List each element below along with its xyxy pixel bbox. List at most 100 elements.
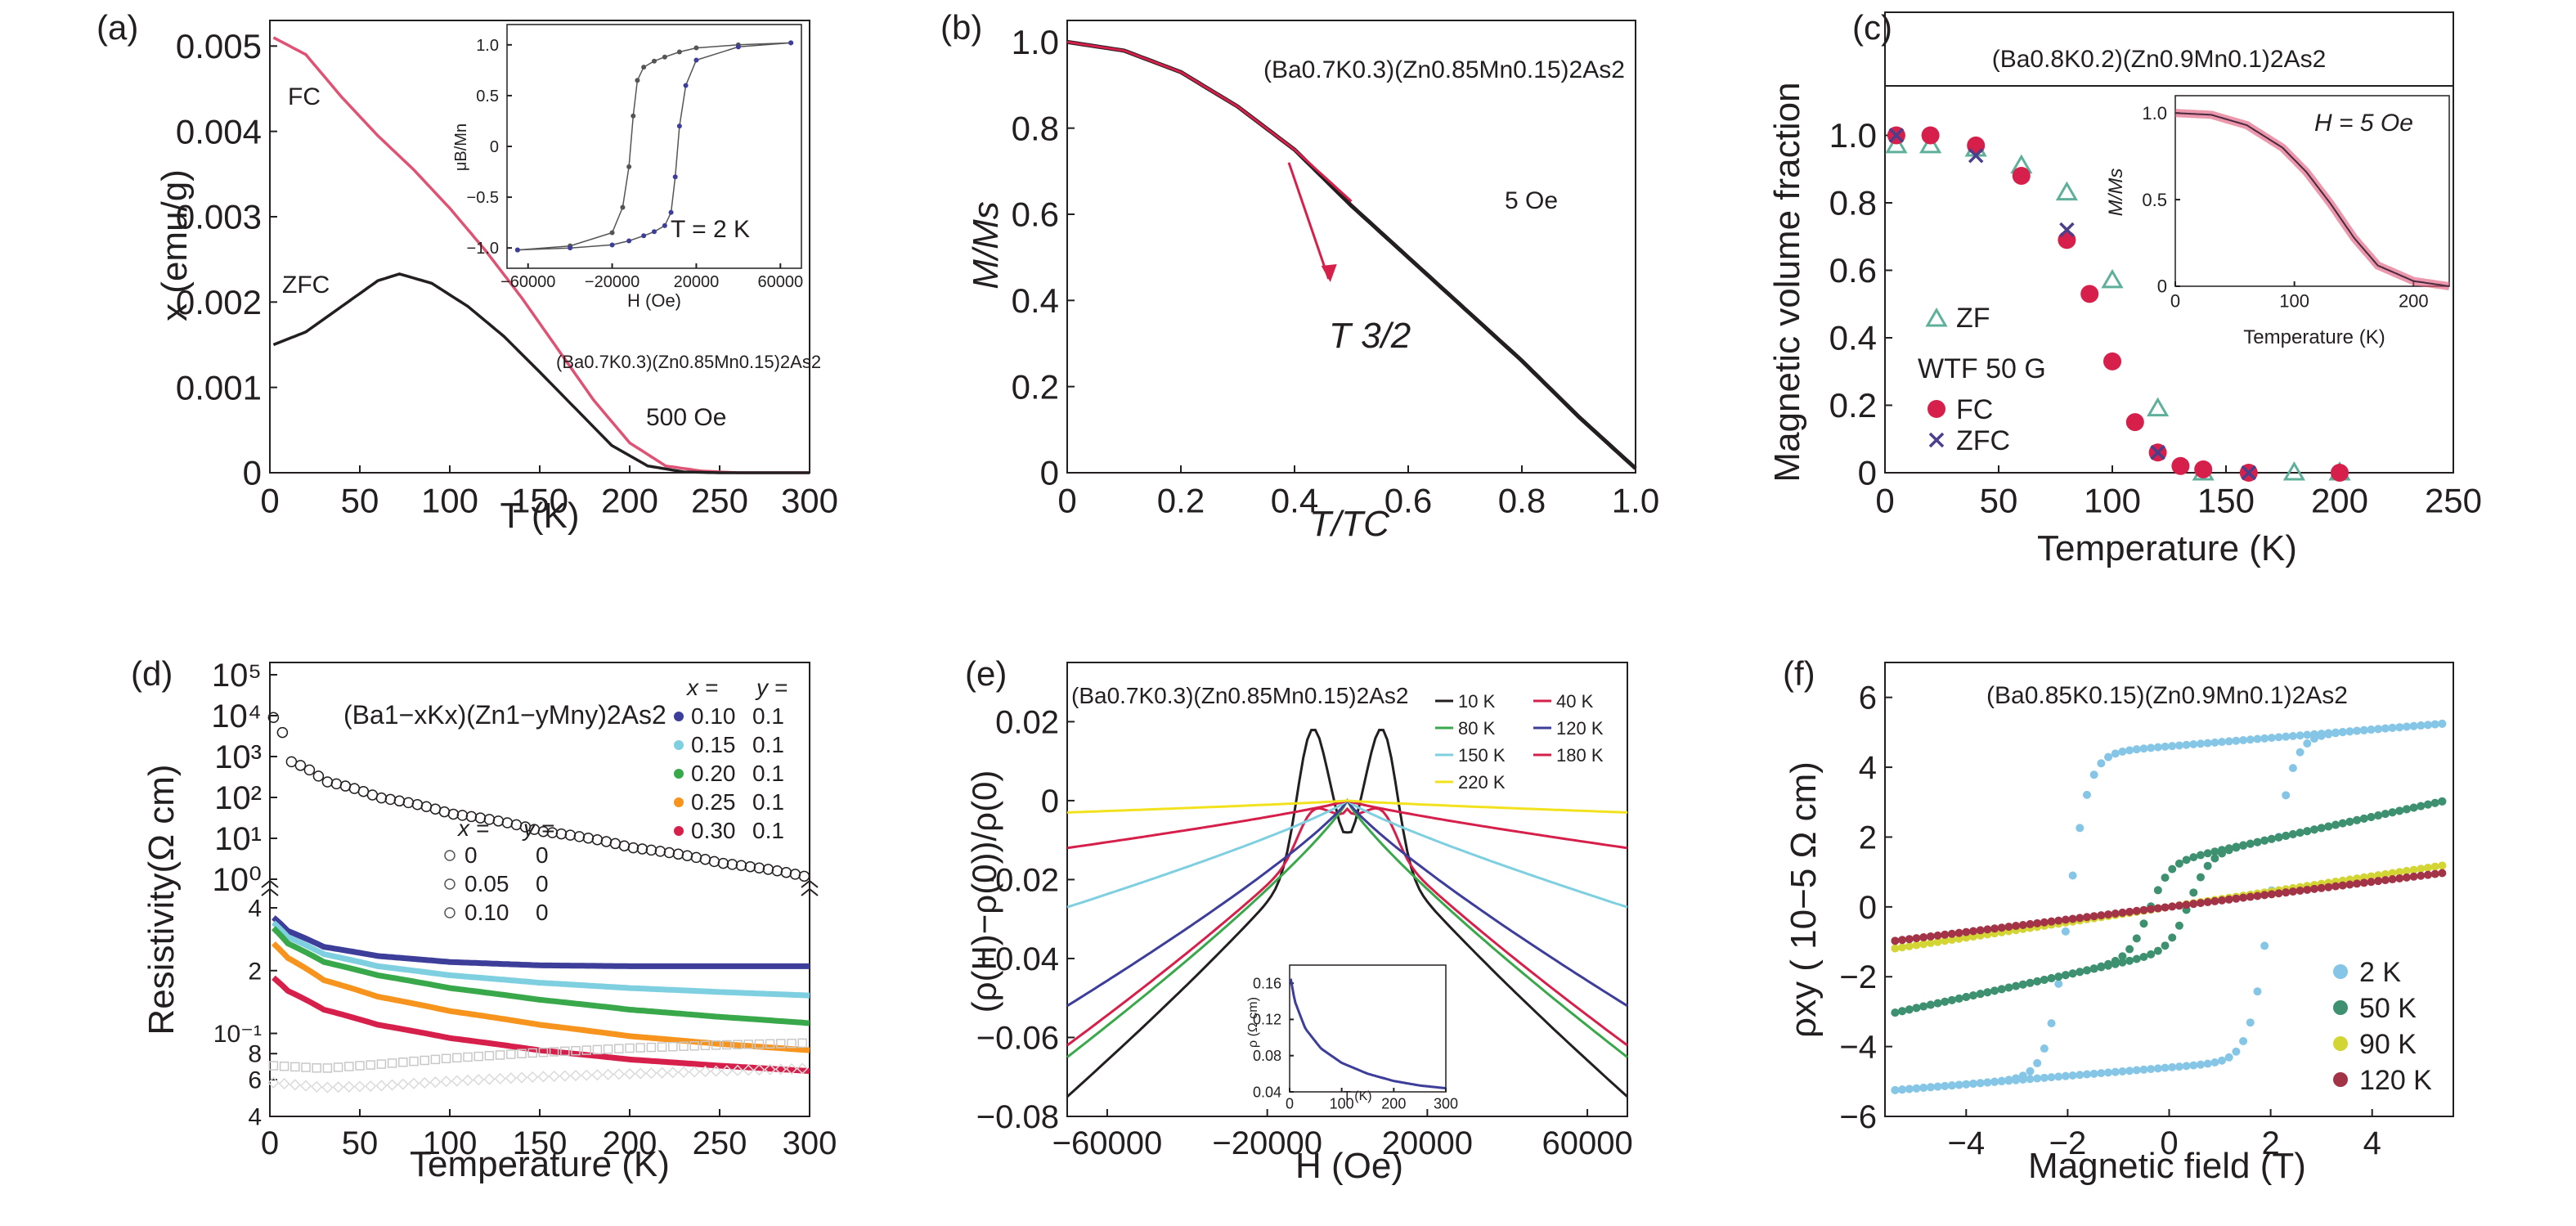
panel-d-xtick-label: 150	[513, 1125, 568, 1161]
point-x=0.10, y=0	[548, 1070, 560, 1082]
point-2-K	[2082, 790, 2091, 799]
panel-c-ytick-label: 0	[1858, 454, 1877, 492]
point-120-K	[2054, 916, 2063, 925]
point-2-K	[2303, 730, 2312, 739]
point-x=0, y=0	[393, 795, 406, 807]
legend-header-x2: x =	[456, 815, 489, 841]
panel-d-ytick-lower-label: 8	[248, 1041, 262, 1068]
point-2-K	[2089, 770, 2098, 779]
legend-y-value: 0	[536, 842, 549, 868]
point-x=0.10, y=0	[677, 1066, 690, 1078]
point-50-K	[1891, 1008, 1900, 1017]
point-2-K	[2104, 1068, 2113, 1077]
point-x=0, y=0	[546, 827, 559, 838]
point-x=0.05, y=0	[409, 1056, 419, 1067]
point-2-K	[1933, 1082, 1942, 1091]
point-x=0, y=0	[276, 726, 289, 739]
point-2-K	[2246, 1018, 2255, 1027]
point-50-K	[2367, 812, 2376, 821]
legend-x-value: 0.30	[691, 818, 736, 843]
point-120-K	[1912, 934, 1921, 943]
point-120-K	[2189, 900, 2198, 909]
legend-y-value: 0.1	[752, 703, 784, 729]
panel-c-title: (Ba0.8K0.2)(Zn0.9Mn0.1)2As2	[1992, 46, 2327, 73]
point-120-K	[2331, 882, 2340, 891]
panel-c-inset-annotation: H = 5 Oe	[2314, 110, 2413, 137]
legend-header-y: y =	[755, 675, 788, 700]
panel-b-axes	[1066, 20, 1636, 474]
point-x=0.10, y=0	[332, 1081, 344, 1094]
legend-marker-120-K	[2333, 1072, 2348, 1087]
axis-break-right	[801, 879, 819, 896]
point-x=0.05, y=0	[592, 1044, 603, 1055]
panel-d-ytick-lower-label: 6	[248, 1067, 262, 1094]
point-120-K	[1947, 929, 1956, 938]
point-2-K	[2125, 1067, 2134, 1076]
panel-f-ytick-label: −4	[1839, 1030, 1877, 1066]
point-90-K	[1954, 934, 1963, 943]
panel-a-ytick-label: 0.001	[176, 368, 262, 406]
point-2-K	[2224, 737, 2233, 746]
point-120-K	[2068, 914, 2077, 923]
point-50-K	[1926, 1000, 1935, 1009]
point-x=0.05, y=0	[452, 1053, 462, 1063]
point-50-K	[2153, 946, 2162, 955]
point-2-K	[2282, 791, 2291, 800]
panel-a-xlabel: T (K)	[500, 496, 580, 536]
point-50-K	[2182, 856, 2191, 864]
point-x=0.05, y=0	[344, 1062, 354, 1071]
point-x=0.05, y=0	[560, 1046, 570, 1057]
legend-label-zfc: ZFC	[1956, 425, 2010, 456]
point-x=0.10, y=0	[311, 1080, 323, 1093]
panel-e-ylabel: (ρ(H)−ρ(0))/ρ(0)	[965, 770, 1003, 1013]
point-x=0, y=0	[429, 803, 442, 815]
point-x=0, y=0	[654, 846, 666, 857]
point-2-K	[2061, 927, 2070, 936]
point-2-K	[2253, 987, 2262, 996]
panel-e-inset-ytick-label: 0.16	[1253, 975, 1281, 991]
annotation-compound: (Ba0.7K0.3)(Zn0.85Mn0.15)2As2	[556, 352, 821, 372]
point-2-K	[2267, 734, 2276, 743]
point-50-K	[2253, 838, 2262, 847]
point-2-K	[2296, 748, 2304, 757]
panel-c-xtick-label: 0	[1875, 481, 1894, 519]
point-x=0.05, y=0	[322, 1063, 333, 1073]
point-2-K	[2189, 1061, 2198, 1070]
panel-e-inset-xtick-label: 200	[1381, 1096, 1406, 1112]
point-120-K	[1968, 927, 1977, 936]
panel-c-inset-ylabel: M/Ms	[2105, 168, 2127, 217]
annotation-field: 5 Oe	[1505, 187, 1558, 214]
legend-marker-zf	[1925, 308, 1948, 327]
point-50-K	[2402, 805, 2411, 814]
point-x=0, y=0	[672, 848, 684, 860]
panel-e-xtick-label: 60000	[1542, 1125, 1632, 1161]
series-x=0.20, y=0.1	[271, 926, 810, 1026]
point-x=0, y=0	[600, 836, 613, 847]
point-2-K	[2082, 1070, 2091, 1079]
point-2-K	[2004, 1076, 2013, 1085]
point-x=0.10, y=0	[689, 1066, 701, 1078]
panel-d-ytick-lower-label: 4	[248, 1104, 262, 1131]
point-120-K	[2089, 912, 2098, 921]
panel-letter-f: (f)	[1783, 654, 1815, 693]
panel-a-inset-ytick-label: −1.0	[467, 240, 499, 258]
point-120-K	[2353, 879, 2362, 888]
point-x=0.05, y=0	[787, 1038, 797, 1049]
point-2-K	[2303, 739, 2312, 748]
point-2-K	[2196, 1060, 2205, 1069]
panel-e-ytick-label: −0.06	[976, 1020, 1059, 1056]
panel-d-ytick-upper-label: 10⁵	[212, 658, 262, 694]
point-2-K	[2068, 871, 2077, 880]
point-50-K	[2260, 836, 2269, 845]
panel-b-xtick-label: 0.6	[1384, 481, 1432, 519]
panel-b-ytick-label: 0	[1040, 454, 1059, 492]
panel-f-xtick-label: 2	[2261, 1125, 2279, 1161]
panel-e-inset-xtick-label: 300	[1434, 1096, 1458, 1112]
panel-f-ytick-label: −6	[1839, 1099, 1877, 1135]
point-x=0.10, y=0	[483, 1073, 496, 1085]
inset-loop-point	[676, 49, 682, 55]
point-x=0.05, y=0	[527, 1048, 537, 1058]
panel-a-ylabel: x (emu/g)	[155, 169, 195, 321]
point-2-K	[2153, 743, 2162, 752]
